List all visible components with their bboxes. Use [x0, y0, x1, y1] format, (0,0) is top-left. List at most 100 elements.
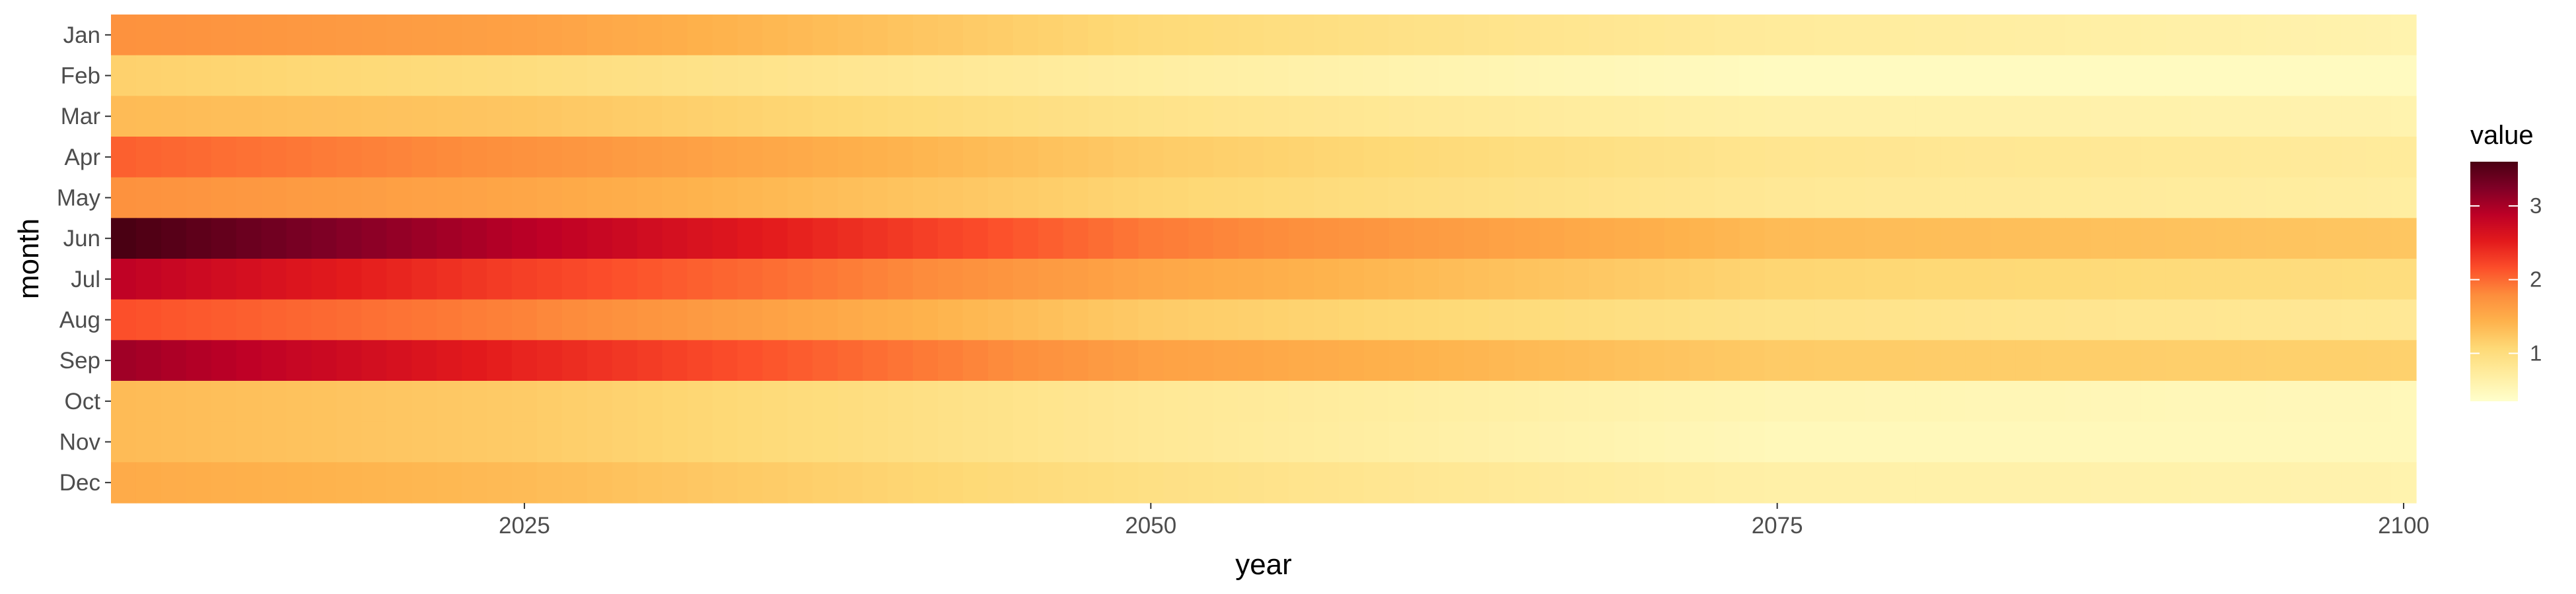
- heatmap-cell: [687, 177, 713, 218]
- heatmap-cell: [286, 218, 312, 259]
- heatmap-cell: [236, 55, 262, 96]
- heatmap-cell: [912, 299, 939, 341]
- heatmap-cell: [1388, 15, 1415, 56]
- x-tick-label: 2100: [2378, 513, 2429, 539]
- heatmap-cell: [737, 96, 763, 137]
- heatmap-cell: [336, 137, 362, 178]
- heatmap-cell: [536, 462, 563, 504]
- heatmap-cell: [912, 96, 939, 137]
- heatmap-cell: [1589, 15, 1615, 56]
- heatmap-cell: [2065, 137, 2091, 178]
- heatmap-cell: [787, 421, 813, 463]
- heatmap-cell: [2391, 55, 2417, 96]
- heatmap-cell: [135, 299, 162, 341]
- heatmap-cell: [1539, 462, 1565, 504]
- heatmap-cell: [2040, 299, 2066, 341]
- heatmap-cell: [1313, 15, 1340, 56]
- heatmap-cell: [863, 55, 888, 96]
- heatmap-cell: [111, 96, 137, 137]
- heatmap-cell: [286, 177, 312, 218]
- heatmap-cell: [1439, 218, 1465, 259]
- heatmap-cell: [2115, 177, 2141, 218]
- heatmap-cell: [863, 381, 888, 422]
- heatmap-cell: [2140, 137, 2166, 178]
- heatmap-cell: [2065, 259, 2091, 300]
- heatmap-cell: [1313, 177, 1340, 218]
- heatmap-cell: [261, 137, 287, 178]
- heatmap-cell: [286, 381, 312, 422]
- heatmap-cell: [1113, 55, 1139, 96]
- heatmap-cell: [1113, 137, 1139, 178]
- heatmap-cell: [411, 462, 437, 504]
- heatmap-cell: [361, 55, 387, 96]
- heatmap-cell: [1639, 259, 1665, 300]
- heatmap-cell: [1088, 218, 1114, 259]
- heatmap-cell: [186, 421, 212, 463]
- heatmap-cell: [587, 381, 613, 422]
- x-axis: 2025 2050 2075 2100: [499, 503, 2429, 539]
- heatmap-cell: [687, 218, 713, 259]
- heatmap-cell: [561, 96, 588, 137]
- heatmap-cell: [712, 299, 738, 341]
- heatmap-cell: [261, 177, 287, 218]
- heatmap-cell: [2015, 299, 2041, 341]
- heatmap-cell: [487, 218, 513, 259]
- heatmap-cell: [1288, 381, 1314, 422]
- heatmap-cell: [1288, 299, 1314, 341]
- heatmap-cell: [561, 137, 588, 178]
- heatmap-cell: [2316, 340, 2342, 381]
- x-tick-label: 2025: [499, 513, 550, 539]
- heatmap-cell: [937, 177, 964, 218]
- heatmap-cell: [1814, 421, 1841, 463]
- heatmap-cell: [712, 462, 738, 504]
- heatmap-cell: [186, 340, 212, 381]
- heatmap-cell: [2266, 15, 2291, 56]
- heatmap-cell: [762, 15, 788, 56]
- heatmap-cell: [1714, 137, 1740, 178]
- heatmap-cell: [211, 55, 237, 96]
- heatmap-cell: [261, 340, 287, 381]
- heatmap-cell: [2391, 137, 2417, 178]
- heatmap-cell: [1739, 462, 1766, 504]
- heatmap-cell: [211, 259, 237, 300]
- heatmap-cell: [1890, 340, 1915, 381]
- heatmap-cell: [2316, 421, 2342, 463]
- heatmap-cell: [211, 381, 237, 422]
- heatmap-cell: [361, 259, 387, 300]
- heatmap-cell: [812, 15, 838, 56]
- heatmap-cell: [662, 15, 688, 56]
- heatmap-cell: [2015, 137, 2041, 178]
- heatmap-cell: [511, 421, 538, 463]
- heatmap-cell: [2190, 96, 2217, 137]
- heatmap-cell: [1639, 218, 1665, 259]
- heatmap-cell: [2190, 15, 2217, 56]
- heatmap-cell: [838, 55, 863, 96]
- heatmap-cell: [2341, 462, 2367, 504]
- heatmap-cell: [1940, 137, 1966, 178]
- heatmap-cell: [1789, 259, 1816, 300]
- heatmap-cell: [1163, 96, 1189, 137]
- heatmap-cell: [912, 55, 939, 96]
- heatmap-cell: [437, 55, 462, 96]
- heatmap-cell: [286, 259, 312, 300]
- heatmap-cell: [2266, 462, 2291, 504]
- heatmap-cell: [737, 462, 763, 504]
- heatmap-cell: [1013, 299, 1039, 341]
- heatmap-cell: [1639, 381, 1665, 422]
- heatmap-cell: [1639, 421, 1665, 463]
- heatmap-cell: [762, 177, 788, 218]
- heatmap-cell: [236, 340, 262, 381]
- heatmap-cell: [1464, 177, 1490, 218]
- heatmap-cell: [286, 137, 312, 178]
- heatmap-cell: [2316, 299, 2342, 341]
- heatmap-cell: [261, 96, 287, 137]
- heatmap-cell: [1764, 340, 1791, 381]
- heatmap-cell: [1464, 15, 1490, 56]
- heatmap-cell: [887, 15, 913, 56]
- heatmap-cell: [1464, 381, 1490, 422]
- heatmap-cell: [962, 177, 989, 218]
- heatmap-cell: [737, 137, 763, 178]
- heatmap-cell: [161, 55, 187, 96]
- heatmap-cell: [1940, 96, 1966, 137]
- heatmap-cell: [2140, 259, 2166, 300]
